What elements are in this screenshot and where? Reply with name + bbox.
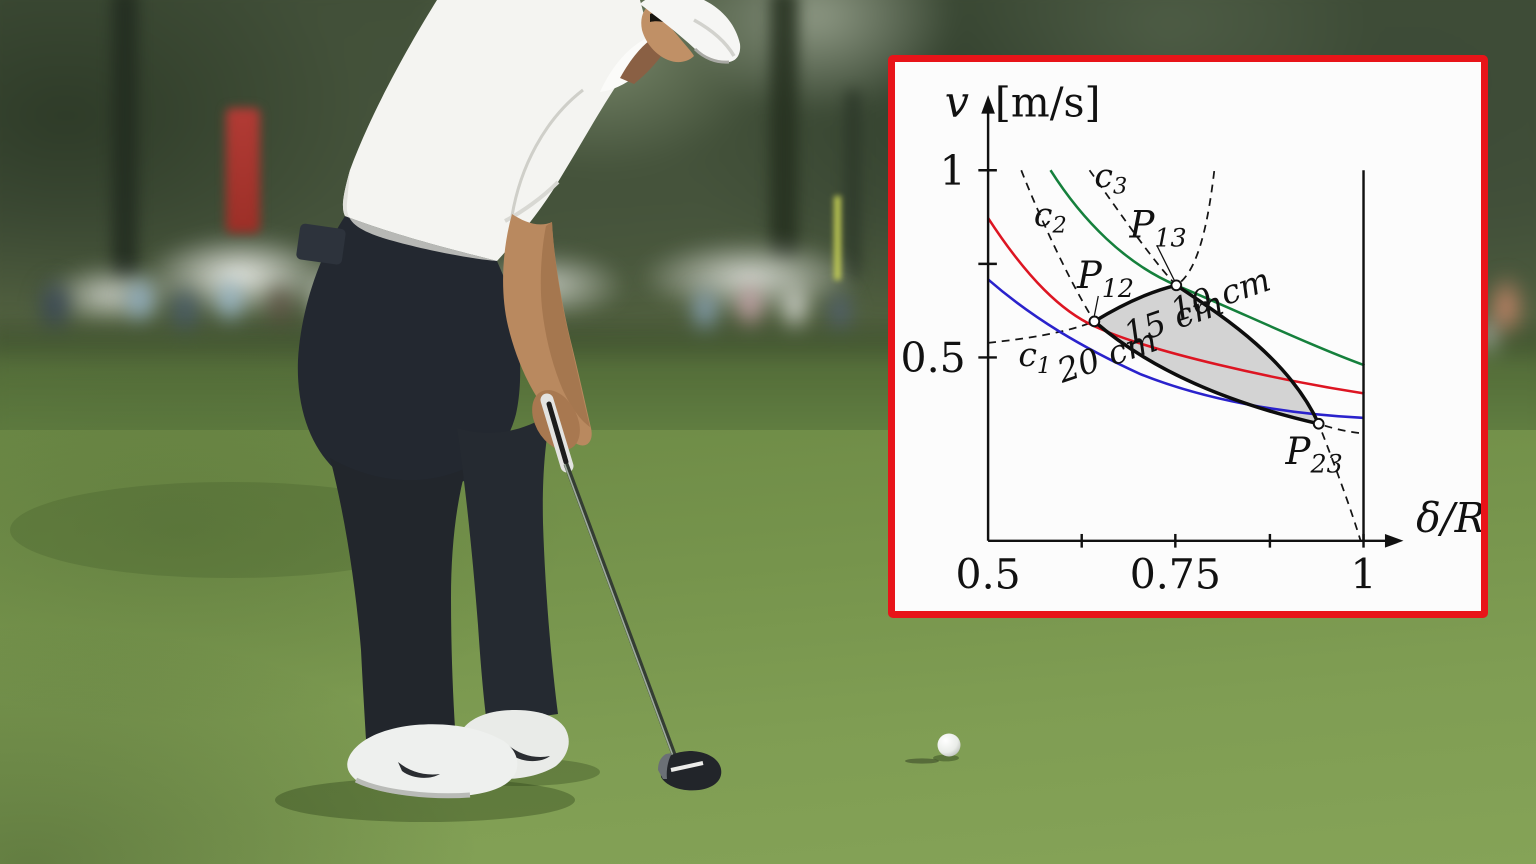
cap-brim-underside: [693, 47, 730, 64]
collar: [600, 34, 654, 92]
putter-alignment-line: [670, 761, 704, 772]
label-p13: P13: [1128, 204, 1186, 253]
shirt: [342, 0, 648, 261]
golf-ball: [937, 733, 961, 757]
trousers-hips: [297, 216, 521, 493]
putter-shaft: [563, 463, 679, 761]
y-axis-unit: [m/s]: [995, 79, 1101, 127]
cap: [640, 0, 741, 63]
curve-20cm: [987, 278, 1365, 420]
feet-shadow: [275, 778, 575, 822]
neck: [620, 40, 664, 84]
label-c3: c3: [1094, 156, 1127, 200]
x-axis-variable: δ/R: [1416, 494, 1481, 542]
x-axis-arrow-icon: [1384, 533, 1404, 548]
x-tick-label-1: 1: [1351, 551, 1377, 599]
x-tick-label-05: 0.5: [956, 551, 1021, 599]
forearm-shading: [540, 222, 590, 427]
back-shoe-swoosh-icon: [508, 745, 550, 762]
curve-c1: [988, 170, 1216, 344]
y-axis-variable: v: [945, 78, 969, 128]
golfer: [10, 0, 741, 822]
y-tick-label-1: 1: [940, 147, 966, 195]
ball-shadow: [933, 754, 959, 762]
point-p12: [1088, 315, 1101, 328]
label-p12: P12: [1076, 254, 1134, 303]
velocity-chart: 1 0.5 0.5 0.75 1 v [m/s] δ/R c1 c2 c3 10…: [901, 78, 1481, 599]
trousers-back-leg: [457, 413, 558, 724]
shoe-sole: [354, 777, 471, 799]
back-pocket: [296, 223, 346, 265]
red-banner: [226, 108, 260, 233]
sleeve-seam: [510, 88, 584, 217]
region-edges: [1092, 283, 1321, 426]
point-p23: [1312, 417, 1325, 430]
ball-mark: [905, 758, 939, 764]
shirt-shadow: [342, 170, 497, 261]
putter-grip-stripe: [546, 401, 569, 465]
leader-p12: [1093, 295, 1099, 316]
leader-p13: [1156, 245, 1175, 281]
front-shoe-swoosh-icon: [398, 762, 440, 778]
y-axis-arrow-icon: [981, 95, 995, 114]
label-p23: P23: [1285, 430, 1343, 479]
y-tick-label-05: 0.5: [901, 334, 966, 382]
chart-inset-panel: 1 0.5 0.5 0.75 1 v [m/s] δ/R c1 c2 c3 10…: [888, 55, 1488, 618]
cap-brim: [693, 18, 736, 57]
label-c2: c2: [1034, 195, 1067, 239]
putter-head: [660, 751, 722, 791]
shaded-region: [1094, 285, 1319, 424]
putter-face: [658, 753, 672, 779]
front-shoe: [347, 724, 518, 797]
x-tick-label-075: 0.75: [1130, 551, 1221, 599]
yardage-stick: [834, 196, 841, 280]
label-c1: c1: [1018, 335, 1051, 379]
point-p13: [1170, 279, 1183, 292]
golfer-cast-shadow: [10, 482, 450, 578]
putter-shaft-highlight: [563, 463, 676, 761]
trousers-front-leg: [330, 458, 466, 743]
sleeve-hem: [504, 180, 560, 223]
golf-ball-group: [905, 733, 961, 764]
